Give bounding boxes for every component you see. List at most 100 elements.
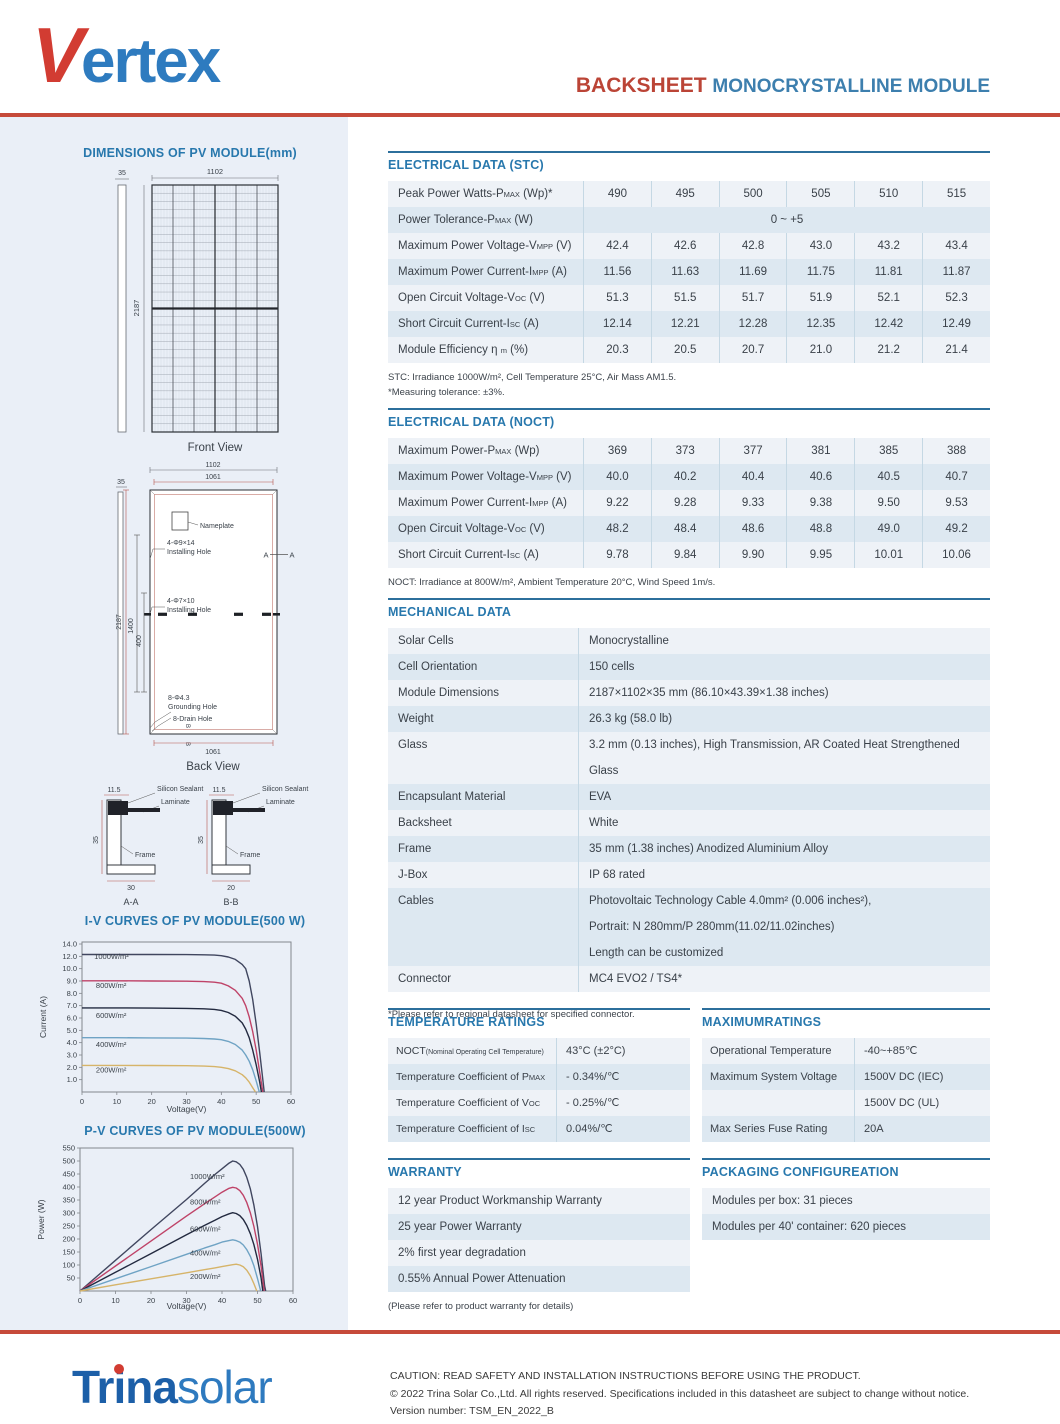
row-label: Operational Temperature — [710, 1045, 832, 1057]
row-label: Module Efficiency η m (%) — [388, 337, 583, 363]
series-label: 800W/m² — [96, 981, 127, 990]
y-tick-label: 1.0 — [67, 1075, 77, 1084]
aa-laminate-clamp — [108, 801, 160, 815]
series-label: 400W/m² — [96, 1040, 127, 1049]
iv-curves-chart: 1.0 2.0 3.0 4.0 5.0 6.0 7.0 8.0 9.0 10.0 12.0 14.0 0… — [38, 940, 295, 1114]
label-part: Open Circuit Voltage-V — [398, 292, 515, 304]
dim-1400-label: 1400 — [128, 618, 135, 634]
row-label: Maximum Power Current-IMPP (A) — [388, 259, 583, 285]
label-part: MPP — [532, 268, 549, 277]
label-part: MAX — [503, 190, 520, 199]
column-gap — [690, 1158, 702, 1313]
temperature-table: NOCT(Nominal Operating Cell Temperature)… — [388, 1038, 690, 1142]
label-part: Maximum Power-P — [398, 445, 496, 457]
table-cell: 49.2 — [922, 516, 990, 542]
front-view-diagram: 35 1102 2187 Front View — [115, 167, 279, 454]
row-label: Temperature Coefficient of VOC — [388, 1090, 556, 1116]
front-view-caption: Front View — [188, 442, 243, 454]
value-line: 35 mm (1.38 inches) Anodized Aluminium A… — [589, 843, 829, 855]
x-tick-label: 0 — [80, 1097, 84, 1106]
y-tick-label: 250 — [62, 1222, 75, 1231]
row-label: Max Series Fuse Rating — [710, 1123, 828, 1135]
table-cell: 9.50 — [854, 490, 922, 516]
row-label: Open Circuit Voltage-VOC (V) — [388, 285, 583, 311]
footer-divider — [0, 1330, 1060, 1334]
y-tick-label: 150 — [62, 1248, 75, 1257]
series-600W/m² — [79, 1211, 264, 1292]
frame-cross-sections-diagram: 11.5 Silicon Sealant Laminate 35 Frame 3… — [93, 786, 308, 907]
y-tick-label: 12.0 — [62, 952, 77, 961]
value-line: White — [589, 817, 619, 829]
label-part: (Wp) — [511, 445, 540, 457]
series-200W/m² — [82, 1064, 257, 1093]
row-value: 0.04%/℃ — [556, 1116, 690, 1142]
front-height-label: 2187 — [132, 300, 141, 317]
section-divider — [702, 1158, 990, 1160]
warranty-footnote: (Please refer to product warranty for de… — [388, 1301, 574, 1312]
list-item: Modules per box: 31 pieces — [702, 1188, 990, 1214]
front-panel-grid — [152, 185, 278, 432]
section-title-noct: ELECTRICAL DATA (NOCT) — [388, 415, 555, 429]
y-tick-label: 100 — [62, 1261, 75, 1270]
x-tick-label: 40 — [218, 1296, 226, 1305]
front-panel-outline — [151, 184, 279, 433]
y-tick-label: 6.0 — [67, 1014, 77, 1023]
series-label: 600W/m² — [190, 1225, 221, 1234]
y-axis-label: Current (A) — [38, 996, 48, 1038]
table-row: Maximum Power Voltage-VMPP (V) 40.0 40.2 40… — [388, 464, 990, 490]
trina-logo-i: i — [113, 1361, 126, 1413]
table-cell: 52.3 — [922, 285, 990, 311]
back-panel-outline — [149, 489, 278, 735]
table-cell: 9.84 — [650, 542, 719, 568]
table-cell: 52.1 — [854, 285, 922, 311]
row-value: 43°C (±2°C) — [556, 1038, 690, 1064]
label-part: MPP — [536, 473, 553, 482]
bb-caption: B-B — [223, 897, 238, 907]
y-tick-label: 200 — [62, 1235, 75, 1244]
row-label: J-Box — [398, 869, 428, 881]
y-tick-label: 5.0 — [67, 1026, 77, 1035]
table-cell: 9.33 — [718, 490, 787, 516]
bb-sealant-label: Silicon Sealant — [262, 786, 308, 793]
warranty-block: WARRANTY 12 year Product Workmanship War… — [388, 1158, 690, 1313]
table-cell: 381 — [786, 438, 854, 464]
table-cell: 51.9 — [786, 285, 854, 311]
series-400W/m² — [79, 1239, 262, 1292]
table-row: Maximum Power Current-IMPP (A) 11.56 11.63… — [388, 259, 990, 285]
value-line: 2187×1102×35 mm (86.10×43.39×1.38 inches… — [589, 687, 829, 699]
mechanical-table: Solar Cells Monocrystalline Cell Orientati… — [388, 628, 990, 992]
row-label: Peak Power Watts-PMAX (Wp)* — [388, 181, 583, 207]
noct-footnote: NOCT: Irradiance at 800W/m², Ambient Tem… — [388, 577, 716, 588]
table-row: Open Circuit Voltage-VOC (V) 48.2 48.4 48.6… — [388, 516, 990, 542]
row-value: EVA — [578, 784, 990, 810]
value-line: 26.3 kg (58.0 lb) — [589, 713, 673, 725]
vertex-logo-v: V — [32, 11, 84, 99]
value-line: Portrait: N 280mm/P 280mm(11.02/11.02inc… — [589, 921, 835, 933]
x-tick-label: 50 — [253, 1296, 261, 1305]
section-title-stc: ELECTRICAL DATA (STC) — [388, 158, 544, 172]
aa-bottom-dim: 30 — [127, 885, 135, 892]
table-cell: 48.4 — [650, 516, 719, 542]
table-row: Temperature Coefficient of ISC 0.04%/℃ — [388, 1116, 690, 1142]
row-value: Monocrystalline — [578, 628, 990, 654]
back-bottom-width-label: 1061 — [205, 749, 221, 756]
trina-logo-part2: na — [125, 1361, 178, 1413]
warranty-list: 12 year Product Workmanship Warranty 25 y… — [388, 1188, 690, 1292]
series-600W/m² — [82, 1007, 263, 1093]
row-value: -40~+85℃ — [854, 1038, 990, 1064]
section-temp-max: TEMPERATURE RATINGS NOCT(Nominal Operati… — [388, 1008, 990, 1142]
table-row: Operational Temperature -40~+85℃ — [702, 1038, 990, 1064]
value-line: EVA — [589, 791, 612, 803]
y-tick-label: 3.0 — [67, 1051, 77, 1060]
vertex-logo-text: ertex — [81, 27, 221, 96]
table-cell: 9.28 — [650, 490, 719, 516]
y-tick-label: 450 — [62, 1170, 75, 1179]
table-cell: 12.14 — [583, 311, 651, 337]
series-1000W/m² — [82, 953, 265, 1093]
grounding-hole-dim: 8-Φ4.3 — [168, 695, 190, 702]
value-line: 150 cells — [589, 661, 635, 673]
x-tick-label: 60 — [289, 1296, 297, 1305]
packaging-block: PACKAGING CONFIGUREATION Modules per box… — [702, 1158, 990, 1313]
table-cell: 48.6 — [718, 516, 787, 542]
table-cell: 20.3 — [583, 337, 651, 363]
